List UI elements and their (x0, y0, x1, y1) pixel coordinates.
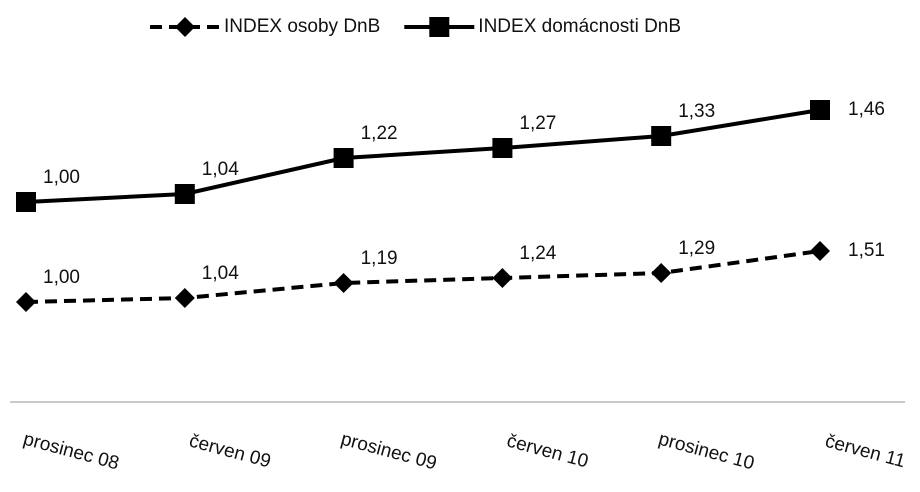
marker-diamond (810, 241, 830, 261)
marker-diamond (175, 17, 195, 37)
series-line (25, 108, 821, 204)
x-tick-label: prosinec 10 (656, 429, 756, 475)
data-label: 1,00 (43, 267, 80, 288)
legend-label: INDEX osoby DnB (224, 16, 380, 37)
marker-square (174, 184, 195, 204)
x-tick-label: prosinec 09 (339, 429, 439, 475)
data-label: 1,24 (519, 243, 556, 264)
marker-diamond (174, 288, 195, 308)
data-label: 1,19 (361, 248, 398, 269)
data-label: 1,04 (202, 263, 239, 284)
data-label: 1,00 (43, 167, 80, 188)
x-tick-label: červen 09 (187, 431, 273, 473)
marker-diamond (492, 268, 513, 288)
data-label: 1,33 (678, 101, 715, 122)
data-label: 1,04 (202, 159, 239, 180)
marker-square (492, 138, 513, 158)
marker-square (333, 148, 354, 168)
marker-diamond (16, 292, 36, 312)
data-label: 1,29 (678, 238, 715, 259)
marker-square (429, 17, 450, 37)
data-label: 1,46 (848, 99, 885, 120)
data-label: 1,51 (848, 240, 885, 261)
marker-square (16, 192, 36, 212)
marker-diamond (651, 263, 672, 283)
legend-label: INDEX domácnosti DnB (478, 16, 681, 37)
x-tick-label: červen 10 (505, 431, 591, 473)
marker-diamond (333, 273, 354, 293)
data-label: 1,27 (519, 113, 556, 134)
marker-square (810, 100, 830, 120)
x-tick-label: červen 11 (823, 431, 908, 473)
x-tick-label: prosinec 08 (21, 429, 121, 475)
data-label: 1,22 (361, 123, 398, 144)
marker-square (651, 126, 672, 146)
